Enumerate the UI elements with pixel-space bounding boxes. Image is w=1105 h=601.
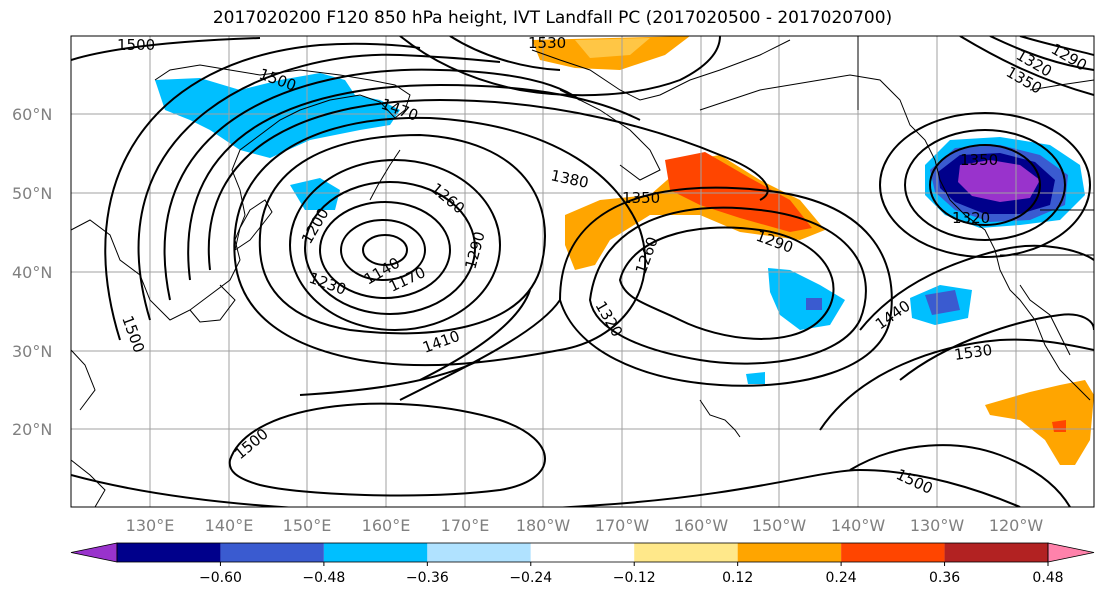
map-title: 2017020200 F120 850 hPa height, IVT Land…: [212, 8, 893, 28]
colorbar-extend-high: [1047, 542, 1095, 563]
colorbar-segment: [530, 543, 635, 562]
latitude-labels: 60°N 50°N 40°N 30°N 20°N: [12, 105, 52, 439]
lon-label: 180°W: [516, 516, 571, 535]
lon-label: 150°E: [283, 516, 332, 535]
colorbar-tick-label: 0.36: [929, 570, 960, 586]
contour-label: 1350: [960, 151, 998, 169]
height-contours: [71, 36, 1094, 507]
lon-label: 150°W: [752, 516, 807, 535]
colorbar-segment: [634, 543, 738, 562]
colorbar-segment: [323, 543, 428, 562]
lon-label: 130°E: [126, 516, 175, 535]
contour-label: 1530: [953, 341, 993, 364]
colorbar-tick-label: −0.60: [199, 570, 242, 586]
colorbar-tick-label: 0.12: [722, 570, 753, 586]
colorbar-tick-label: −0.36: [406, 570, 449, 586]
colorbar-segment: [220, 543, 324, 562]
colorbar-tick-label: −0.12: [613, 570, 656, 586]
colorbar-tick-label: 0.48: [1032, 570, 1063, 586]
lon-label: 160°W: [674, 516, 729, 535]
colorbar-segment: [737, 543, 842, 562]
colorbar-tick-label: −0.48: [302, 570, 345, 586]
lon-label: 120°W: [989, 516, 1044, 535]
lon-label: 140°W: [831, 516, 886, 535]
colorbar-segment: [944, 543, 1048, 562]
map-frame: [70, 35, 1095, 508]
lat-label: 50°N: [12, 184, 52, 203]
contour-label: 1350: [622, 189, 660, 207]
lat-label: 40°N: [12, 263, 52, 282]
coastlines: [71, 36, 1094, 507]
colorbar-segment: [841, 543, 945, 562]
lat-label: 30°N: [12, 342, 52, 361]
lat-label: 60°N: [12, 105, 52, 124]
lon-label: 140°E: [205, 516, 254, 535]
lon-label: 160°E: [362, 516, 411, 535]
colorbar-segment: [427, 543, 531, 562]
colorbar: −0.60 −0.48 −0.36 −0.24 −0.12 0.12 0.24 0.36 0.4…: [70, 542, 1095, 586]
lon-label: 170°W: [595, 516, 650, 535]
colorbar-segment: [117, 543, 221, 562]
lat-label: 20°N: [12, 420, 52, 439]
longitude-labels: 130°E 140°E 150°E 160°E 170°E 180°W 170°…: [126, 516, 1044, 535]
lon-label: 130°W: [910, 516, 965, 535]
colorbar-tick-label: 0.24: [826, 570, 857, 586]
colorbar-tick-label: −0.24: [509, 570, 552, 586]
contour-label: 1530: [528, 34, 566, 52]
colorbar-frame: [116, 542, 1049, 563]
contour-label: 1500: [117, 36, 155, 54]
lon-label: 170°E: [441, 516, 490, 535]
contour-label: 1320: [952, 209, 990, 227]
colorbar-extend-low: [70, 542, 118, 563]
